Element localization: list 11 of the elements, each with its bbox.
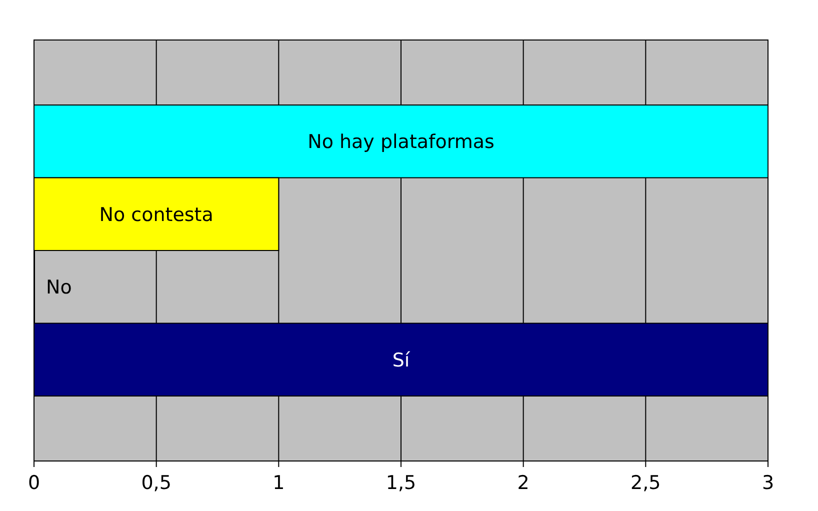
x-tick-label: 0 <box>28 472 40 494</box>
x-tick-label: 2,5 <box>630 472 661 494</box>
y-tick-label: No contesta <box>99 204 214 226</box>
x-tick-label: 0,5 <box>141 472 172 494</box>
x-tick-label: 1 <box>272 472 285 494</box>
y-tick-label: No hay plataformas <box>308 131 494 154</box>
x-tick-label: 3 <box>762 472 774 494</box>
x-tick-label: 1,5 <box>386 472 416 494</box>
y-tick-label: Sí <box>392 349 410 372</box>
x-tick-label: 2 <box>517 472 530 494</box>
y-tick-label: No <box>46 276 72 299</box>
